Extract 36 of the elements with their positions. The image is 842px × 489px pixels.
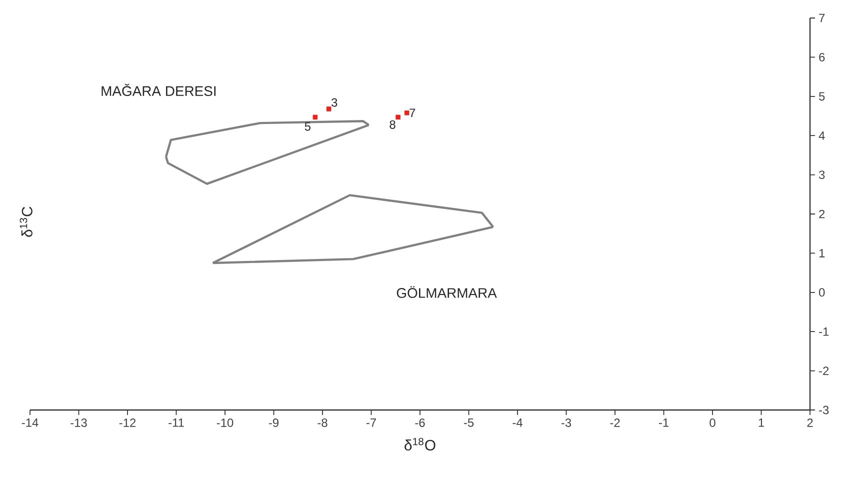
y-tick-label: 6 xyxy=(819,52,825,62)
x-tick-label: -1 xyxy=(658,418,668,427)
text: MAĞARA DERESI xyxy=(102,84,216,96)
text: GÖLMARMARA xyxy=(396,286,497,298)
x-tick-label: -13 xyxy=(70,418,87,427)
y-tick-label: 7 xyxy=(819,14,825,22)
x-tick-label: 1 xyxy=(758,418,764,427)
x-tick-label: -8 xyxy=(318,418,328,427)
annotation: 7 xyxy=(410,108,416,117)
x-tick-label: -10 xyxy=(216,418,234,427)
annotation: 8 xyxy=(390,120,396,129)
x-tick-label: -4 xyxy=(512,418,522,427)
annotation: 3 xyxy=(331,98,338,107)
y-tick-label: -3 xyxy=(819,406,829,414)
y-tick-label: 5 xyxy=(819,92,825,101)
x-tick-label: 0 xyxy=(710,418,716,427)
x-axis-title: δ$^{18}$O xyxy=(404,438,436,450)
x-tick-label: -9 xyxy=(268,418,278,427)
y-tick-label: -1 xyxy=(819,327,829,336)
x-tick-label: 2 xyxy=(807,418,813,427)
y-tick-label: -2 xyxy=(819,366,829,375)
x-tick-label: -14 xyxy=(22,418,38,427)
x-tick-label: -6 xyxy=(415,418,425,427)
y-tick-label: 1 xyxy=(819,249,825,258)
x-tick-label: -12 xyxy=(119,418,136,427)
x-tick-label: -3 xyxy=(561,418,572,427)
x-tick-label: -11 xyxy=(168,418,184,427)
y-axis-title: δ$^{13}$C xyxy=(20,206,32,237)
annotation: 5 xyxy=(304,122,310,131)
y-tick-label: 3 xyxy=(818,170,825,180)
y-tick-label: 0 xyxy=(819,288,825,297)
y-tick-label: 4 xyxy=(818,131,825,140)
x-tick-label: -5 xyxy=(464,418,474,427)
x-tick-label: -2 xyxy=(610,418,620,427)
x-tick-label: -7 xyxy=(366,418,376,427)
y-tick-label: 2 xyxy=(819,210,825,218)
